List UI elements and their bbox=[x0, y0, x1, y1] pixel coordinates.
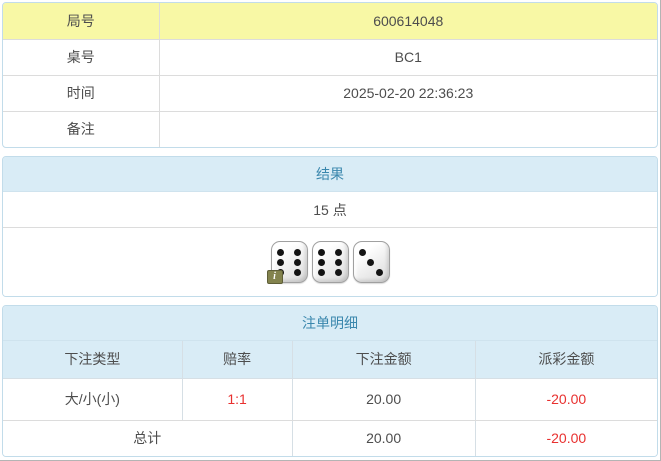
time-label: 时间 bbox=[3, 75, 160, 112]
game-info-table: 局号 600614048 桌号 BC1 时间 2025-02-20 22:36:… bbox=[3, 3, 657, 147]
bet-row: 大/小(小) 1:1 20.00 -20.00 bbox=[3, 378, 657, 421]
table-row-round-id: 局号 600614048 bbox=[3, 3, 657, 40]
result-points: 15 点 bbox=[3, 192, 657, 228]
bet-details-table: 下注类型 赔率 下注金额 派彩金额 大/小(小) 1:1 20.00 -20.0… bbox=[3, 341, 657, 456]
col-header-odds: 赔率 bbox=[182, 341, 293, 379]
table-id-value: BC1 bbox=[159, 39, 657, 76]
total-bet-amount: 20.00 bbox=[292, 420, 476, 456]
payout-amount-value: -20.00 bbox=[475, 378, 657, 421]
bets-header-row: 下注类型 赔率 下注金额 派彩金额 bbox=[3, 341, 657, 379]
result-panel-title: 结果 bbox=[3, 157, 657, 192]
table-row-table-id: 桌号 BC1 bbox=[3, 39, 657, 76]
die-2-face-6 bbox=[311, 241, 349, 283]
die-3-face-3 bbox=[352, 241, 390, 283]
result-panel: 结果 15 点 i bbox=[2, 156, 658, 297]
total-row: 总计 20.00 -20.00 bbox=[3, 420, 657, 456]
bet-details-title: 注单明细 bbox=[3, 306, 657, 341]
total-label: 总计 bbox=[3, 420, 293, 456]
info-badge-icon: i bbox=[266, 270, 283, 284]
col-header-payout-amount: 派彩金额 bbox=[475, 341, 657, 379]
table-id-label: 桌号 bbox=[3, 39, 160, 76]
col-header-bet-amount: 下注金额 bbox=[292, 341, 476, 379]
table-row-time: 时间 2025-02-20 22:36:23 bbox=[3, 75, 657, 112]
die-1-face-6: i bbox=[266, 241, 308, 284]
remark-label: 备注 bbox=[3, 111, 160, 147]
round-id-value: 600614048 bbox=[159, 3, 657, 40]
bet-type-value: 大/小(小) bbox=[3, 378, 183, 421]
dice-row: i bbox=[3, 228, 657, 296]
col-header-bet-type: 下注类型 bbox=[3, 341, 183, 379]
total-payout-amount: -20.00 bbox=[475, 420, 657, 456]
table-row-remark: 备注 bbox=[3, 111, 657, 147]
bet-odds-value: 1:1 bbox=[182, 378, 293, 421]
bet-details-panel: 注单明细 下注类型 赔率 下注金额 派彩金额 大/小(小) 1:1 20.00 … bbox=[2, 305, 658, 457]
game-info-panel: 局号 600614048 桌号 BC1 时间 2025-02-20 22:36:… bbox=[2, 2, 658, 148]
remark-value bbox=[159, 111, 657, 147]
bet-amount-value: 20.00 bbox=[292, 378, 476, 421]
time-value: 2025-02-20 22:36:23 bbox=[159, 75, 657, 112]
round-id-label: 局号 bbox=[3, 3, 160, 40]
